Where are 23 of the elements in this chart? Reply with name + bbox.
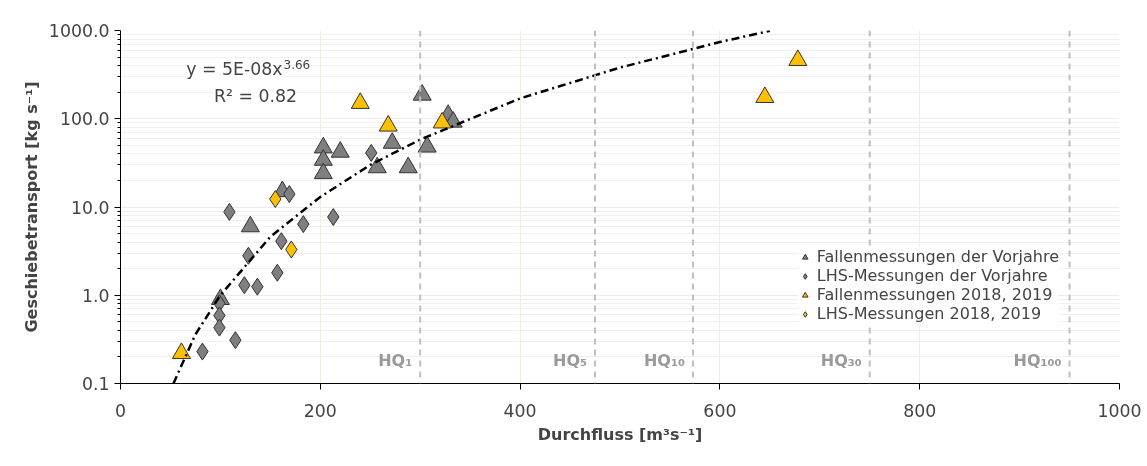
y-tick-label: 1.0 <box>81 285 110 306</box>
ref-line-label: HQ₁ <box>378 350 413 370</box>
y-tick-label: 0.1 <box>81 374 110 394</box>
x-tick-label: 0 <box>114 400 127 421</box>
legend-label: LHS-Messungen 2018, 2019 <box>816 304 1042 323</box>
ref-line-label: HQ₁₀ <box>643 350 685 370</box>
y-tick-label: 10.0 <box>70 197 110 218</box>
legend-label: Fallenmessungen 2018, 2019 <box>816 285 1053 304</box>
ref-line-label: HQ₃₀ <box>820 350 862 370</box>
x-tick-label: 1000 <box>1097 400 1142 421</box>
legend-label: LHS-Messungen der Vorjahre <box>816 266 1048 285</box>
ref-line-label: HQ₁₀₀ <box>1013 350 1062 370</box>
x-tick-label: 600 <box>703 400 737 421</box>
legend-label: Fallenmessungen der Vorjahre <box>816 247 1059 266</box>
annotation: R² = 0.82 <box>213 85 298 106</box>
ref-line-label: HQ₅ <box>553 350 588 370</box>
x-axis-title: Durchfluss [m³s⁻¹] <box>537 424 703 444</box>
y-axis-title: Geschiebetransport [kg s⁻¹] <box>21 81 41 333</box>
x-tick-label: 800 <box>903 400 937 421</box>
y-tick-label: 100.0 <box>59 109 110 130</box>
x-tick-label: 200 <box>303 400 337 421</box>
y-tick-label: 1000.0 <box>48 21 110 41</box>
x-tick-label: 400 <box>503 400 537 421</box>
